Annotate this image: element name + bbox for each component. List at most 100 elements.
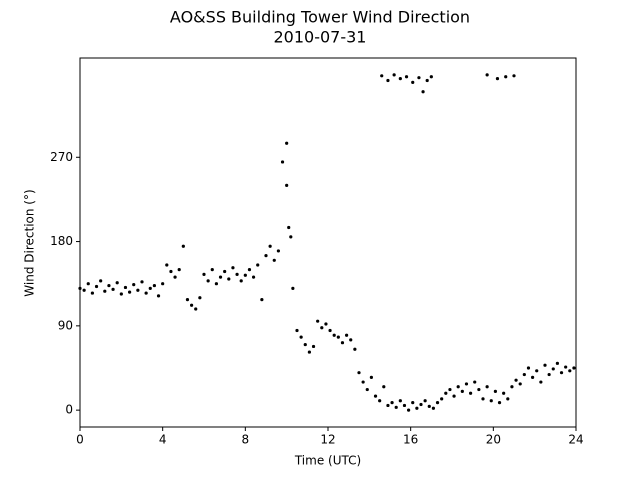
point: [198, 296, 202, 300]
point: [320, 326, 324, 330]
y-tick-label: 270: [50, 150, 73, 164]
point: [111, 287, 115, 291]
point: [177, 268, 181, 272]
point: [415, 406, 419, 410]
point: [522, 372, 526, 377]
point: [477, 387, 481, 392]
point: [380, 74, 384, 78]
point: [518, 382, 522, 386]
point: [357, 371, 361, 375]
point: [502, 391, 506, 395]
point: [417, 76, 421, 80]
point: [299, 335, 303, 339]
point: [287, 225, 291, 230]
point: [239, 279, 243, 283]
point: [398, 399, 402, 403]
point: [268, 244, 272, 248]
point: [324, 322, 328, 326]
point: [489, 399, 493, 403]
point: [345, 333, 349, 337]
x-tick-label: 8: [242, 433, 250, 447]
point: [107, 283, 111, 288]
point: [485, 385, 489, 389]
point: [285, 141, 289, 145]
point: [514, 378, 518, 382]
point: [353, 347, 357, 351]
y-axis-label: Wind Direction (°): [23, 189, 37, 296]
point: [252, 275, 256, 279]
point: [256, 263, 260, 267]
point: [218, 275, 223, 279]
point: [349, 338, 353, 342]
point: [531, 375, 535, 379]
point: [551, 367, 555, 371]
point: [210, 268, 214, 272]
point: [152, 283, 156, 288]
point: [289, 235, 293, 239]
point: [185, 298, 190, 302]
point: [328, 328, 332, 333]
x-tick-label: 0: [76, 433, 84, 447]
point: [260, 298, 264, 302]
point: [243, 273, 247, 277]
point: [419, 402, 423, 407]
point: [169, 269, 173, 274]
point: [202, 272, 206, 276]
point: [156, 294, 161, 298]
point: [128, 290, 132, 294]
point: [285, 183, 289, 187]
point: [464, 382, 469, 386]
point: [497, 401, 502, 405]
point: [402, 403, 407, 408]
point: [460, 389, 464, 394]
y-tick-label: 180: [50, 234, 73, 248]
y-tick-label: 90: [58, 318, 73, 332]
point: [435, 401, 440, 405]
point: [235, 272, 239, 276]
point: [173, 275, 177, 279]
point: [411, 80, 415, 84]
point: [485, 73, 489, 77]
point: [365, 387, 369, 392]
point: [539, 380, 543, 384]
point: [99, 279, 103, 283]
point: [407, 408, 411, 412]
point: [398, 77, 402, 81]
point: [512, 74, 516, 78]
point: [386, 403, 390, 408]
point: [123, 285, 128, 290]
point: [568, 369, 572, 373]
point: [264, 254, 268, 258]
point: [336, 335, 340, 339]
point: [495, 77, 500, 81]
point: [444, 391, 448, 395]
point: [373, 394, 378, 398]
point: [280, 160, 285, 164]
point: [481, 397, 485, 401]
point: [194, 307, 198, 311]
x-tick-label: 4: [159, 433, 167, 447]
point: [504, 75, 508, 79]
y-tick-label: 0: [65, 403, 73, 417]
point: [231, 266, 235, 270]
point: [223, 269, 227, 274]
point: [90, 291, 94, 295]
point: [115, 281, 119, 285]
point: [227, 277, 231, 281]
point: [144, 291, 148, 295]
point: [572, 366, 576, 370]
point: [425, 78, 429, 83]
x-tick-label: 24: [568, 433, 583, 447]
point: [303, 342, 307, 347]
point: [140, 280, 144, 284]
point: [94, 284, 99, 289]
point: [378, 399, 382, 403]
point: [291, 286, 295, 290]
point: [214, 282, 218, 286]
point: [448, 387, 452, 392]
point: [161, 282, 165, 286]
point: [148, 286, 152, 290]
point: [247, 268, 252, 272]
point: [119, 292, 123, 296]
